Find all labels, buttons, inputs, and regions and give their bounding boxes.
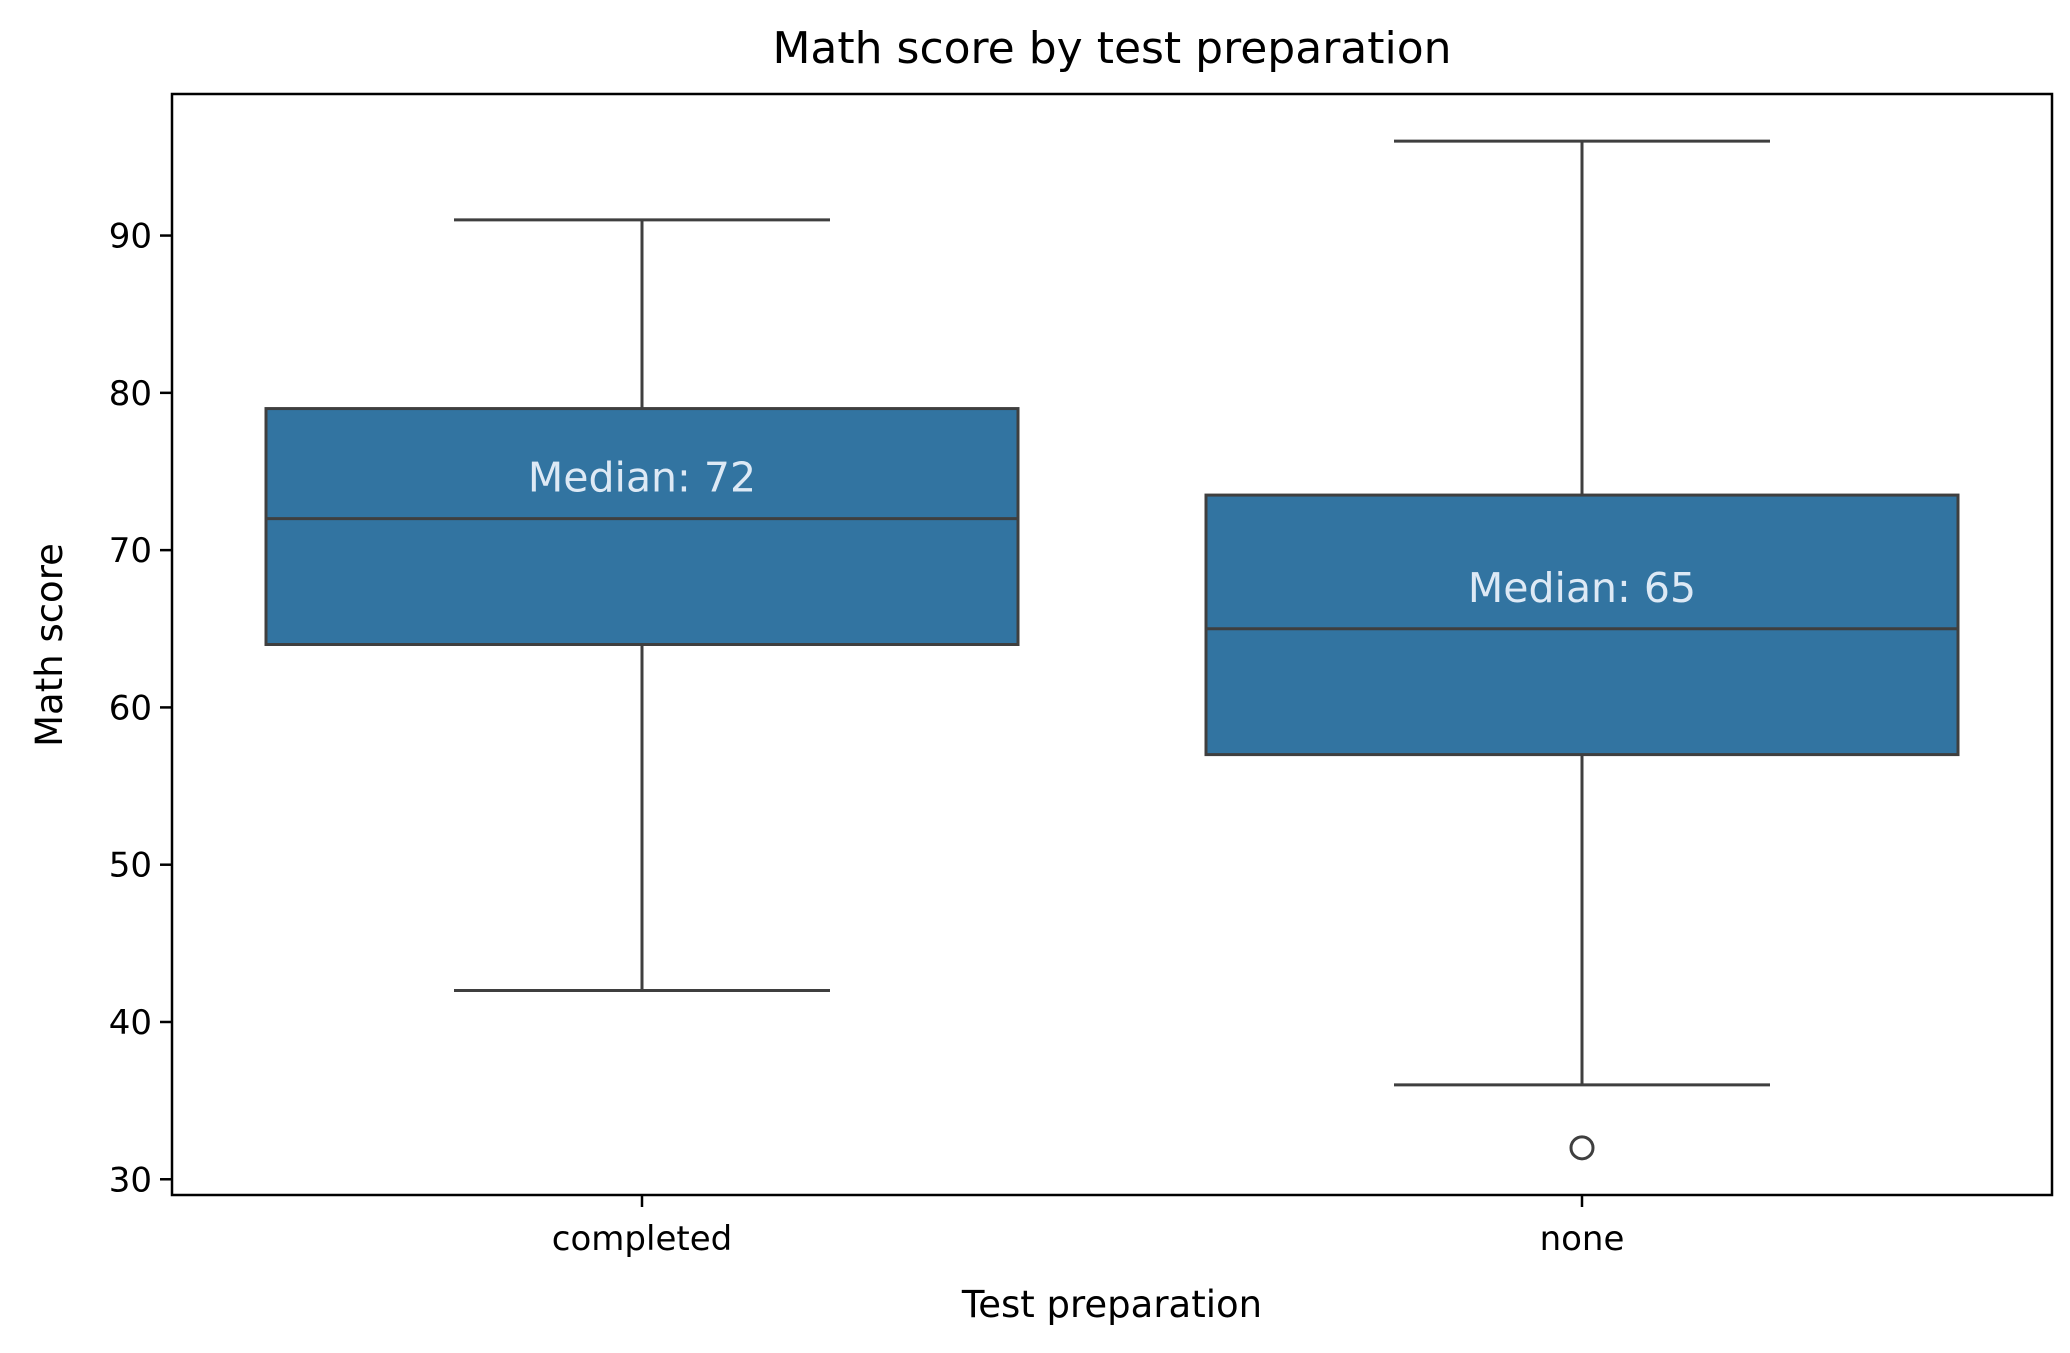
plot-area: Median: 72 Median: 65 xyxy=(264,139,1960,1161)
x-axis-label: Test preparation xyxy=(961,1283,1262,1326)
box-iqr xyxy=(1204,493,1960,757)
y-tick-label: 80 xyxy=(109,374,152,414)
chart-title: Math score by test preparation xyxy=(772,23,1451,74)
y-tick-label: 30 xyxy=(109,1160,152,1200)
y-tick-label: 70 xyxy=(109,531,152,571)
y-tick-label: 50 xyxy=(109,846,152,886)
y-tick-label: 40 xyxy=(109,1003,152,1043)
median-label: Median: 72 xyxy=(528,454,756,502)
box-iqr xyxy=(264,407,1020,647)
x-tick-label: completed xyxy=(552,1219,732,1259)
plot-frame xyxy=(170,92,2054,1197)
outlier-point xyxy=(1569,1135,1595,1161)
box-completed: Median: 72 xyxy=(264,218,1020,993)
x-axis: completed none xyxy=(552,1195,1625,1259)
x-tick-label: none xyxy=(1540,1219,1625,1259)
median-label: Median: 65 xyxy=(1468,564,1696,612)
y-tick-label: 90 xyxy=(109,217,152,257)
y-axis: 30 40 50 60 70 80 90 xyxy=(109,217,172,1200)
y-tick-label: 60 xyxy=(109,688,152,728)
y-axis-label: Math score xyxy=(28,543,71,747)
box-none: Median: 65 xyxy=(1204,139,1960,1161)
